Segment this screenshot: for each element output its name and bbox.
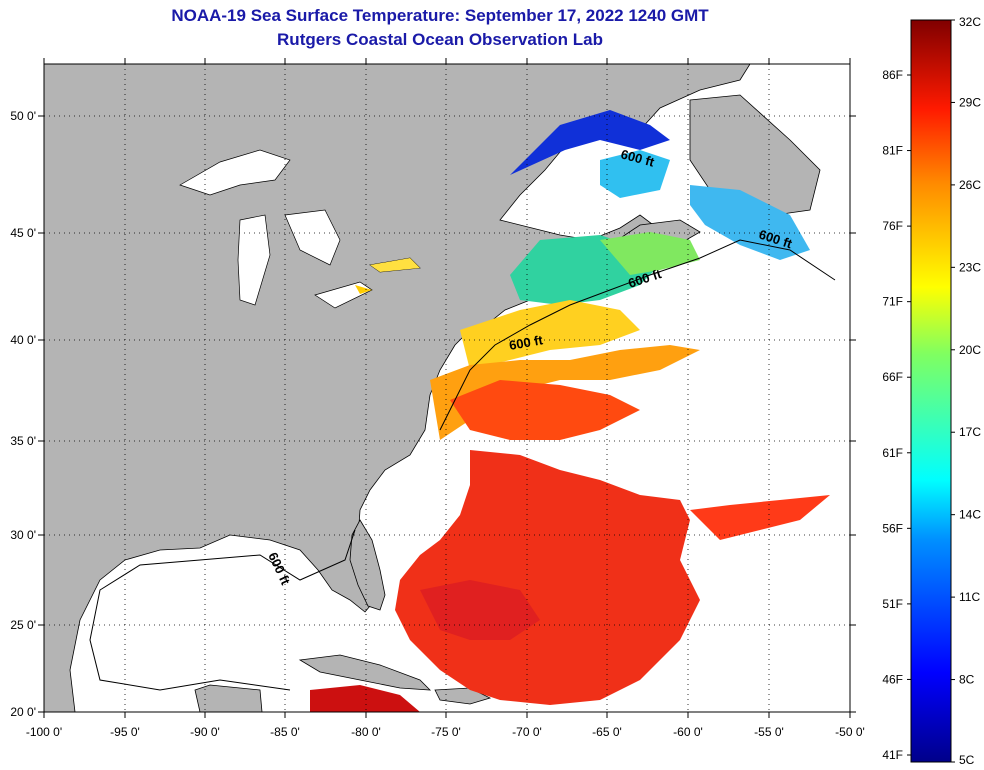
celsius-label: 26C	[959, 178, 981, 192]
lat-tick-label: 35 0'	[10, 434, 36, 448]
lon-tick-label: -90 0'	[190, 725, 220, 739]
lon-tick-label: -65 0'	[592, 725, 622, 739]
lon-tick-label: -75 0'	[431, 725, 461, 739]
fahrenheit-label: 41F	[882, 748, 903, 762]
celsius-label: 20C	[959, 343, 981, 357]
isobath-contours	[89, 239, 836, 691]
graticule	[44, 64, 850, 712]
latitude-ticks: 50 0' 45 0' 40 0' 35 0' 30 0' 25 0' 20 0'	[10, 109, 856, 719]
lon-tick-label: -95 0'	[110, 725, 140, 739]
lon-tick-label: -80 0'	[351, 725, 381, 739]
lon-tick-label: -55 0'	[754, 725, 784, 739]
lon-tick-label: -50 0'	[835, 725, 865, 739]
celsius-label: 5C	[959, 753, 975, 767]
map-title: NOAA-19 Sea Surface Temperature: Septemb…	[171, 6, 709, 25]
lat-tick-label: 50 0'	[10, 109, 36, 123]
lake-ontario-sst	[370, 258, 420, 272]
sst-colorbar	[910, 19, 952, 763]
celsius-label: 11C	[959, 590, 980, 604]
fahrenheit-label: 51F	[882, 597, 903, 611]
longitude-ticks: -100 0' -95 0' -90 0' -85 0' -80 0' -75 0' -70…	[26, 58, 865, 739]
celsius-label: 23C	[959, 260, 981, 274]
lon-tick-label: -60 0'	[673, 725, 703, 739]
celsius-label: 29C	[959, 95, 981, 109]
colorbar-ticks: 32C 29C 26C 23C 20C 17C 14C 11C 8C 5C 86F 81F 76F 71F…	[882, 15, 981, 767]
fahrenheit-label: 66F	[882, 370, 903, 384]
celsius-label: 32C	[959, 15, 981, 29]
map-subtitle: Rutgers Coastal Ocean Observation Lab	[277, 30, 603, 49]
lon-tick-label: -85 0'	[270, 725, 300, 739]
fahrenheit-label: 71F	[882, 295, 903, 309]
fahrenheit-label: 81F	[882, 144, 903, 158]
fahrenheit-label: 61F	[882, 446, 903, 460]
fahrenheit-label: 46F	[882, 672, 903, 686]
lat-tick-label: 30 0'	[10, 528, 36, 542]
lon-tick-label: -70 0'	[512, 725, 542, 739]
fahrenheit-label: 76F	[882, 219, 903, 233]
map-frame	[43, 63, 851, 713]
lake-erie-sst	[355, 285, 372, 294]
lat-tick-label: 40 0'	[10, 333, 36, 347]
lat-tick-label: 20 0'	[10, 705, 36, 719]
lat-tick-label: 25 0'	[10, 618, 36, 632]
celsius-label: 8C	[959, 673, 975, 687]
contour-label: 600 ft	[508, 332, 545, 353]
celsius-label: 14C	[959, 508, 981, 522]
lon-tick-label: -100 0'	[26, 725, 62, 739]
sst-data	[310, 110, 830, 712]
fahrenheit-label: 86F	[882, 68, 903, 82]
fahrenheit-label: 56F	[882, 521, 903, 535]
lat-tick-label: 45 0'	[10, 226, 36, 240]
celsius-label: 17C	[959, 425, 981, 439]
land	[44, 64, 821, 712]
